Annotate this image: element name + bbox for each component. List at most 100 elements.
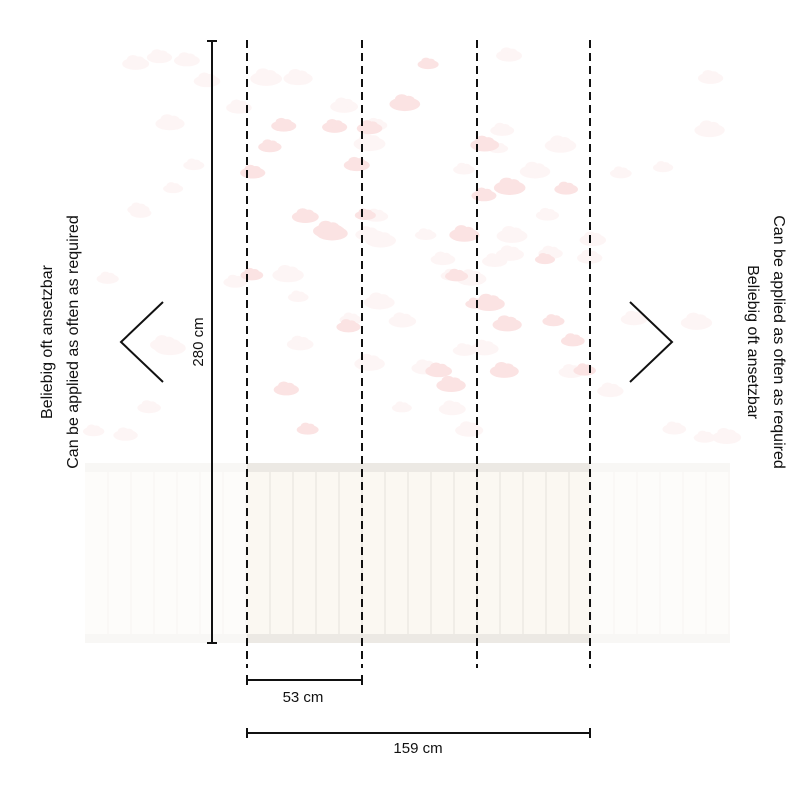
cloud-icon — [291, 208, 319, 224]
cloud-icon — [363, 292, 395, 310]
cloud-icon — [573, 363, 596, 376]
cloud-icon — [127, 202, 150, 215]
right-note-line1: Beliebig oft ansetzbar — [744, 265, 761, 420]
cloud-icon — [388, 312, 417, 328]
cloud-icon — [223, 274, 248, 288]
cloud-icon — [554, 181, 578, 195]
cloud-icon — [154, 337, 186, 356]
panel-width-dimension: 53 cm — [246, 675, 363, 706]
cloud-icon — [438, 400, 466, 416]
cloud-icon — [155, 114, 185, 131]
chevron-left-icon — [119, 301, 164, 383]
cloud-icon — [693, 430, 716, 443]
cloud-icon — [146, 49, 173, 64]
cloud-icon — [149, 335, 180, 352]
cloud-icon — [452, 343, 477, 356]
cloud-icon — [240, 164, 266, 179]
height-label: 280 cm — [190, 317, 207, 366]
cloud-icon — [493, 177, 526, 195]
cloud-icon — [414, 228, 437, 241]
cloud-icon — [496, 47, 523, 62]
cloud-icon — [250, 68, 283, 86]
cloud-icon — [389, 94, 421, 112]
cloud-icon — [597, 382, 624, 398]
cloud-icon — [296, 422, 319, 435]
cloud-icon — [535, 207, 560, 221]
cloud-icon — [455, 421, 484, 437]
cloud-icon — [330, 97, 359, 113]
cloud-icon — [283, 69, 313, 86]
cloud-icon — [496, 225, 528, 243]
right-note: Beliebig oft ansetzbar Can be applied as… — [744, 215, 787, 469]
cloud-icon — [322, 118, 348, 133]
cloud-icon — [240, 267, 264, 281]
right-note-line2: Can be applied as often as required — [770, 215, 787, 469]
cloud-icon — [489, 361, 519, 378]
cloud-icon — [316, 223, 348, 241]
cloud-icon — [287, 290, 309, 302]
panel-seams — [246, 40, 591, 668]
cloud-icon — [453, 162, 475, 175]
chevron-right-icon — [629, 301, 674, 383]
cloud-icon — [470, 339, 499, 356]
cloud-icon — [356, 120, 383, 135]
left-note-line1: Beliebig oft ansetzbar — [39, 264, 56, 419]
cloud-icon — [271, 117, 297, 132]
cloud-icon — [183, 158, 205, 171]
total-width-dimension: 159 cm — [246, 728, 591, 757]
cloud-icon — [490, 122, 515, 136]
cloud-icon — [273, 381, 299, 396]
wallpaper-panels — [240, 57, 596, 643]
cloud-icon — [353, 133, 386, 152]
panel-width-label: 53 cm — [283, 689, 324, 706]
cloud-icon — [697, 69, 724, 84]
cloud-icon — [534, 253, 556, 265]
total-width-label: 159 cm — [393, 740, 442, 757]
cloud-icon — [519, 161, 551, 179]
cloud-icon — [470, 135, 500, 152]
cloud-icon — [609, 166, 632, 179]
cloud-icon — [712, 428, 742, 445]
cloud-icon — [495, 245, 525, 261]
cloud-icon — [436, 375, 466, 393]
cloud-icon — [226, 99, 252, 114]
cloud-icon — [137, 400, 161, 414]
left-note: Beliebig oft ansetzbar Can be applied as… — [39, 215, 82, 469]
cloud-icon — [417, 57, 439, 70]
cloud-icon — [354, 208, 376, 221]
cloud-icon — [258, 139, 282, 153]
cloud-icon — [542, 314, 565, 327]
cloud-icon — [336, 319, 361, 333]
cloud-icon — [694, 120, 725, 138]
height-dimension: 280 cm — [190, 40, 217, 644]
cloud-icon — [354, 353, 385, 371]
cloud-icon — [544, 135, 577, 153]
cloud-icon — [430, 251, 456, 266]
cloud-icon — [272, 264, 304, 283]
cloud-icon — [130, 206, 152, 218]
cloud-icon — [365, 230, 396, 248]
cloud-icon — [560, 333, 585, 347]
cloud-icon — [391, 401, 412, 413]
cloud-icon — [680, 312, 713, 330]
cloud-icon — [662, 421, 687, 435]
cloud-icon — [193, 72, 221, 88]
cloud-icon — [425, 362, 453, 378]
cloud-icon — [82, 424, 105, 437]
cloud-icon — [122, 54, 150, 70]
cloud-icon — [492, 315, 522, 332]
cloud-icon — [482, 253, 508, 267]
cloud-icon — [96, 271, 119, 284]
cloud-icon — [343, 156, 370, 172]
cloud-icon — [449, 225, 480, 242]
cloud-icon — [652, 161, 674, 173]
fence — [247, 463, 590, 643]
cloud-icon — [471, 187, 497, 202]
cloud-icon — [113, 427, 138, 441]
cloud-icon — [456, 269, 487, 286]
left-note-line2: Can be applied as often as required — [65, 215, 82, 469]
cloud-icon — [163, 182, 184, 194]
cloud-icon — [173, 52, 200, 67]
